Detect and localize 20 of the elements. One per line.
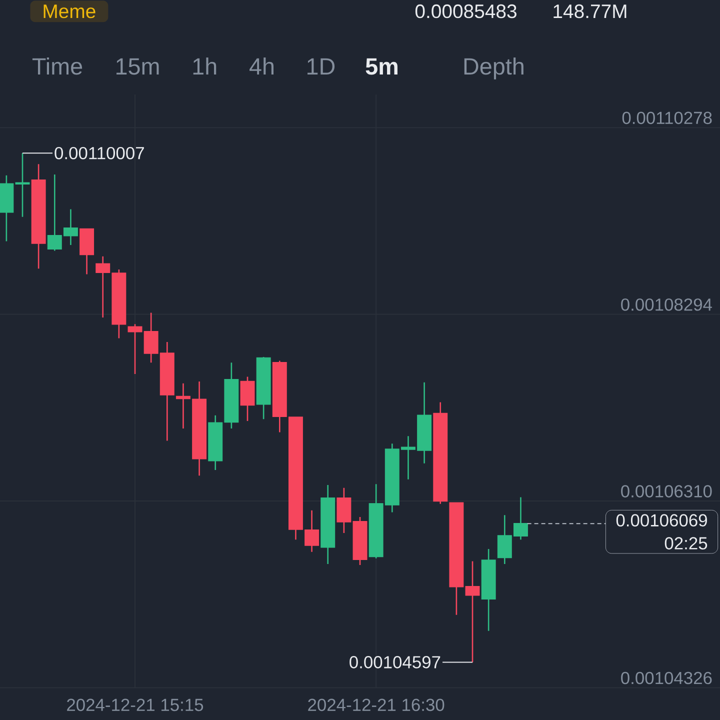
text: Time [32, 58, 82, 75]
y-tick-label: 0.00110278 [622, 112, 712, 124]
text: 4h [250, 58, 274, 74]
text: 148.77M [554, 4, 626, 18]
x-tick-label: 2024-12-21 16:30 [308, 698, 444, 712]
y-tick-label: 0.00106310 [621, 485, 712, 498]
y-tick-label: 0.00104326 [621, 672, 712, 684]
annotation: 0.00110007 [54, 146, 144, 160]
text: Meme [44, 4, 96, 18]
text: 0.00085483 [415, 4, 516, 18]
annotation: 0.00104597 [350, 656, 440, 668]
x-tick-label: 2024-12-21 15:15 [67, 698, 204, 712]
text: 1D [308, 58, 335, 74]
text: 1h [193, 58, 216, 74]
y-tick-label: 0.00108294 [621, 298, 712, 311]
annotation: 02:25 [664, 537, 708, 550]
text: 15m [116, 58, 159, 75]
text: Depth [464, 58, 524, 80]
text: 5m [366, 58, 398, 75]
ref-line-label: 0.00106069 [616, 514, 707, 527]
